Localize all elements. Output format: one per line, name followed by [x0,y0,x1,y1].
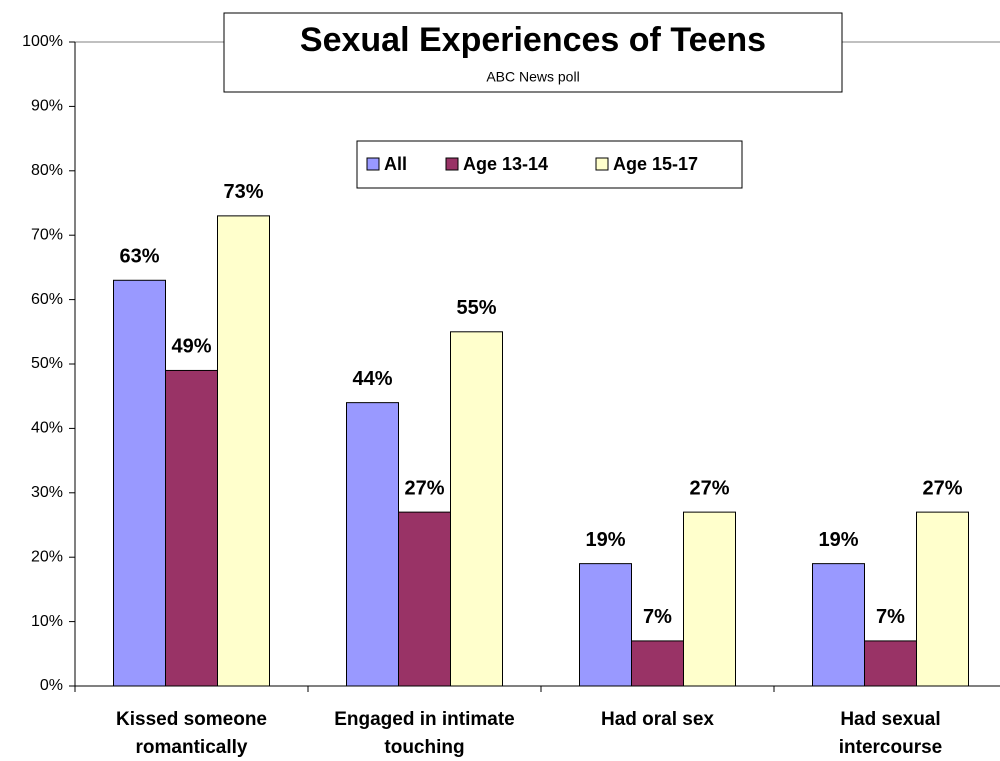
y-tick-label: 20% [31,548,63,565]
value-label: 55% [456,297,496,319]
legend-label: Age 15-17 [613,154,698,174]
value-label: 19% [818,529,858,551]
legend-label: All [384,154,407,174]
x-tick-label: Had oral sex [601,709,714,730]
legend-box [356,140,743,189]
y-tick-label: 40% [31,420,63,437]
x-tick-label: Had sexual intercourse [839,709,942,758]
y-tick-label: 80% [31,162,63,179]
value-label: 27% [689,477,729,499]
bar [579,563,632,687]
bar [631,640,684,687]
value-label: 44% [352,368,392,390]
legend-swatch [445,157,459,171]
y-tick-label: 90% [31,98,63,115]
chart-subtitle: ABC News poll [486,69,579,85]
bar [113,279,166,687]
legend-label: Age 13-14 [463,154,548,174]
bar [346,402,399,687]
y-tick-label: 30% [31,484,63,501]
value-label: 7% [876,606,905,628]
legend-swatch [595,157,609,171]
bar [450,331,503,687]
value-label: 73% [223,181,263,203]
y-tick-label: 70% [31,226,63,243]
bar [864,640,917,687]
x-tick-label: Kissed someone romantically [116,709,267,758]
title-box [223,12,843,93]
bar [217,215,270,687]
bar [916,511,969,687]
y-tick-label: 0% [40,677,63,694]
bar [398,511,451,687]
bar [165,369,218,687]
y-tick-label: 50% [31,355,63,372]
value-label: 27% [922,477,962,499]
y-tick-label: 100% [22,33,63,50]
value-label: 49% [171,336,211,358]
bar [812,563,865,687]
bar [683,511,736,687]
legend-swatch [366,157,380,171]
value-label: 19% [585,529,625,551]
y-tick-label: 10% [31,613,63,630]
y-tick-label: 60% [31,291,63,308]
value-label: 7% [643,606,672,628]
x-tick-label: Engaged in intimate touching [334,709,515,758]
value-label: 63% [119,246,159,268]
chart-title: Sexual Experiences of Teens [300,21,766,59]
value-label: 27% [404,477,444,499]
